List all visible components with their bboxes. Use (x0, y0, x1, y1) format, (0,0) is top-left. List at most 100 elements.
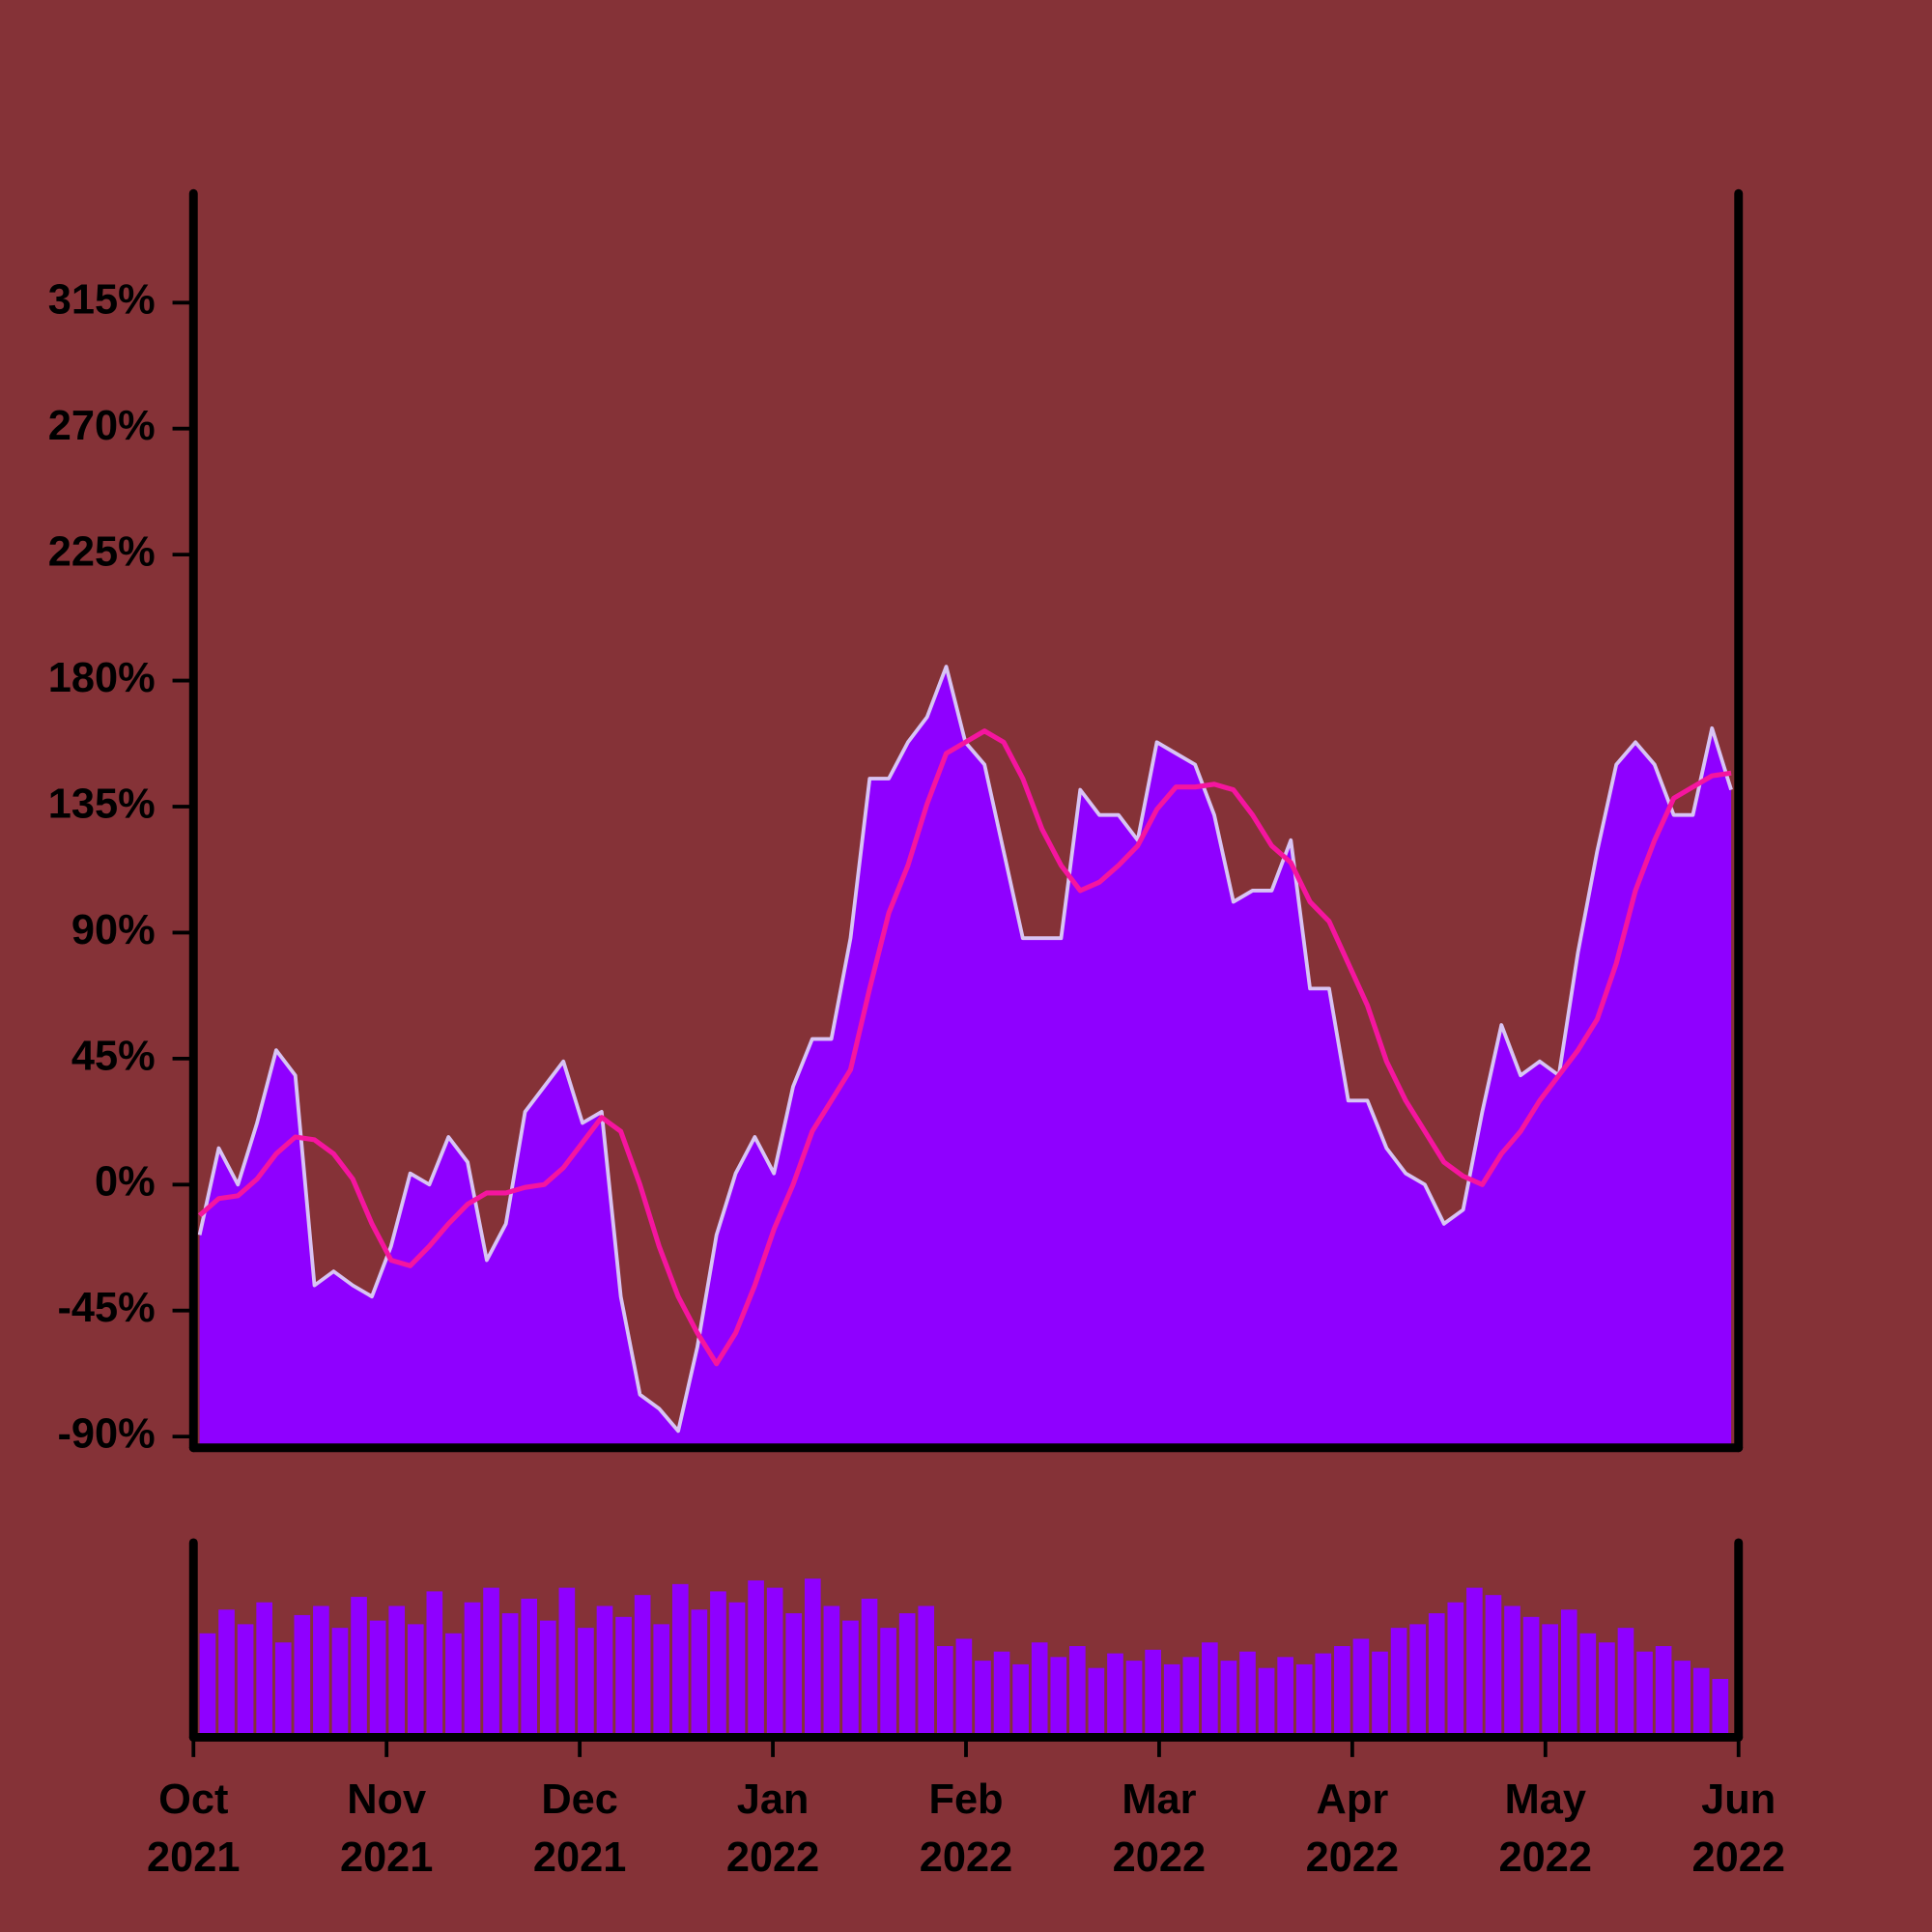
volume-bar (521, 1598, 538, 1734)
volume-bar (1560, 1609, 1577, 1734)
volume-bar (671, 1583, 689, 1734)
volume-bar (993, 1651, 1010, 1734)
volume-bar (785, 1613, 803, 1734)
volume-bar (1012, 1663, 1029, 1734)
volume-bar (975, 1661, 991, 1734)
volume-bar (937, 1646, 953, 1734)
volume-bar (1447, 1602, 1464, 1734)
volume-bar (1315, 1653, 1332, 1734)
volume-bar (483, 1587, 499, 1734)
volume-bar (1579, 1633, 1597, 1734)
x-tick-label: Dec 2021 (533, 1777, 626, 1882)
volume-bar (464, 1602, 481, 1734)
volume-bar (1107, 1653, 1123, 1734)
y-tick-label: 315% (48, 277, 156, 324)
moving-average-line (197, 728, 1732, 1367)
x-tick-label: Jun 2022 (1692, 1777, 1785, 1882)
volume-bar (1428, 1613, 1445, 1734)
x-tick-label: May 2022 (1499, 1777, 1592, 1882)
x-tick-label: Oct 2021 (147, 1777, 240, 1882)
volume-bar (653, 1624, 670, 1734)
volume-bar (1145, 1649, 1161, 1734)
volume-bar (1599, 1642, 1615, 1734)
y-tick-label: 0% (95, 1159, 156, 1206)
volume-bar (634, 1595, 651, 1734)
volume-bar (218, 1609, 235, 1734)
volume-bar (388, 1605, 406, 1734)
volume-bar (1050, 1657, 1067, 1734)
volume-bar (1692, 1667, 1710, 1734)
y-tick-label: 135% (48, 781, 156, 827)
volume-bar (539, 1620, 556, 1734)
volume-bar (1636, 1651, 1653, 1734)
x-tick-label: Feb 2022 (920, 1777, 1012, 1882)
volume-bar (596, 1605, 613, 1734)
volume-bar (842, 1620, 859, 1734)
volume-bar (313, 1605, 329, 1734)
volume-bar (199, 1633, 216, 1734)
volume-bar (918, 1605, 935, 1734)
volume-bar (748, 1580, 764, 1734)
volume-bar (407, 1624, 424, 1734)
volume-bar (898, 1613, 916, 1734)
y-tick-label: 90% (71, 907, 156, 953)
volume-bar (1163, 1663, 1180, 1734)
volume-bar (880, 1628, 896, 1734)
volume-bar (1504, 1605, 1520, 1734)
volume-bar (1125, 1661, 1143, 1734)
volume-bar (1182, 1657, 1200, 1734)
volume-bar (710, 1591, 726, 1734)
y-tick-label: -90% (57, 1411, 155, 1458)
y-tick-label: 225% (48, 529, 156, 576)
volume-bar (1352, 1638, 1370, 1734)
volume-bar (1712, 1679, 1729, 1734)
y-tick-label: -45% (57, 1285, 155, 1331)
volume-bar (1390, 1628, 1407, 1734)
volume-bar (1617, 1628, 1634, 1734)
volume-bar (1409, 1624, 1426, 1734)
volume-bar (615, 1616, 632, 1734)
volume-bar (558, 1587, 576, 1734)
volume-bar (426, 1591, 443, 1734)
volume-bar (1239, 1651, 1256, 1734)
x-tick-label: Nov 2021 (340, 1777, 433, 1882)
y-tick-label: 180% (48, 655, 156, 701)
volume-bar (728, 1602, 746, 1734)
volume-bar (1277, 1657, 1293, 1734)
volume-bar (1522, 1616, 1540, 1734)
volume-bar (1372, 1651, 1388, 1734)
volume-bar (1295, 1663, 1313, 1734)
volume-bar (1466, 1587, 1483, 1734)
volume-bar (256, 1602, 272, 1734)
volume-bar (501, 1613, 519, 1734)
volume-bar (1674, 1661, 1691, 1734)
volume-bar (1485, 1595, 1502, 1734)
volume-bar (369, 1620, 386, 1734)
volume-bar (823, 1605, 840, 1734)
volume-bar (861, 1598, 878, 1734)
x-tick-label: Mar 2022 (1113, 1777, 1206, 1882)
volume-bar (1202, 1642, 1218, 1734)
volume-bar (955, 1638, 973, 1734)
volume-bar (1655, 1646, 1672, 1734)
volume-bar (766, 1587, 783, 1734)
volume-bar (1069, 1646, 1086, 1734)
volume-bar (691, 1609, 708, 1734)
volume-bar (445, 1633, 462, 1734)
volume-bar (578, 1628, 594, 1734)
volume-bar (274, 1642, 292, 1734)
x-tick-label: Jan 2022 (726, 1777, 819, 1882)
x-tick-label: Apr 2022 (1306, 1777, 1399, 1882)
volume-bar (1542, 1624, 1558, 1734)
volume-bar (1088, 1667, 1105, 1734)
volume-bar (331, 1628, 349, 1734)
volume-bar (237, 1624, 254, 1734)
volume-bar (351, 1597, 367, 1734)
volume-bar (1258, 1667, 1275, 1734)
volume-bar (1334, 1646, 1350, 1734)
volume-bar (1031, 1642, 1048, 1734)
volume-bar (294, 1614, 311, 1734)
y-tick-label: 45% (71, 1033, 156, 1079)
